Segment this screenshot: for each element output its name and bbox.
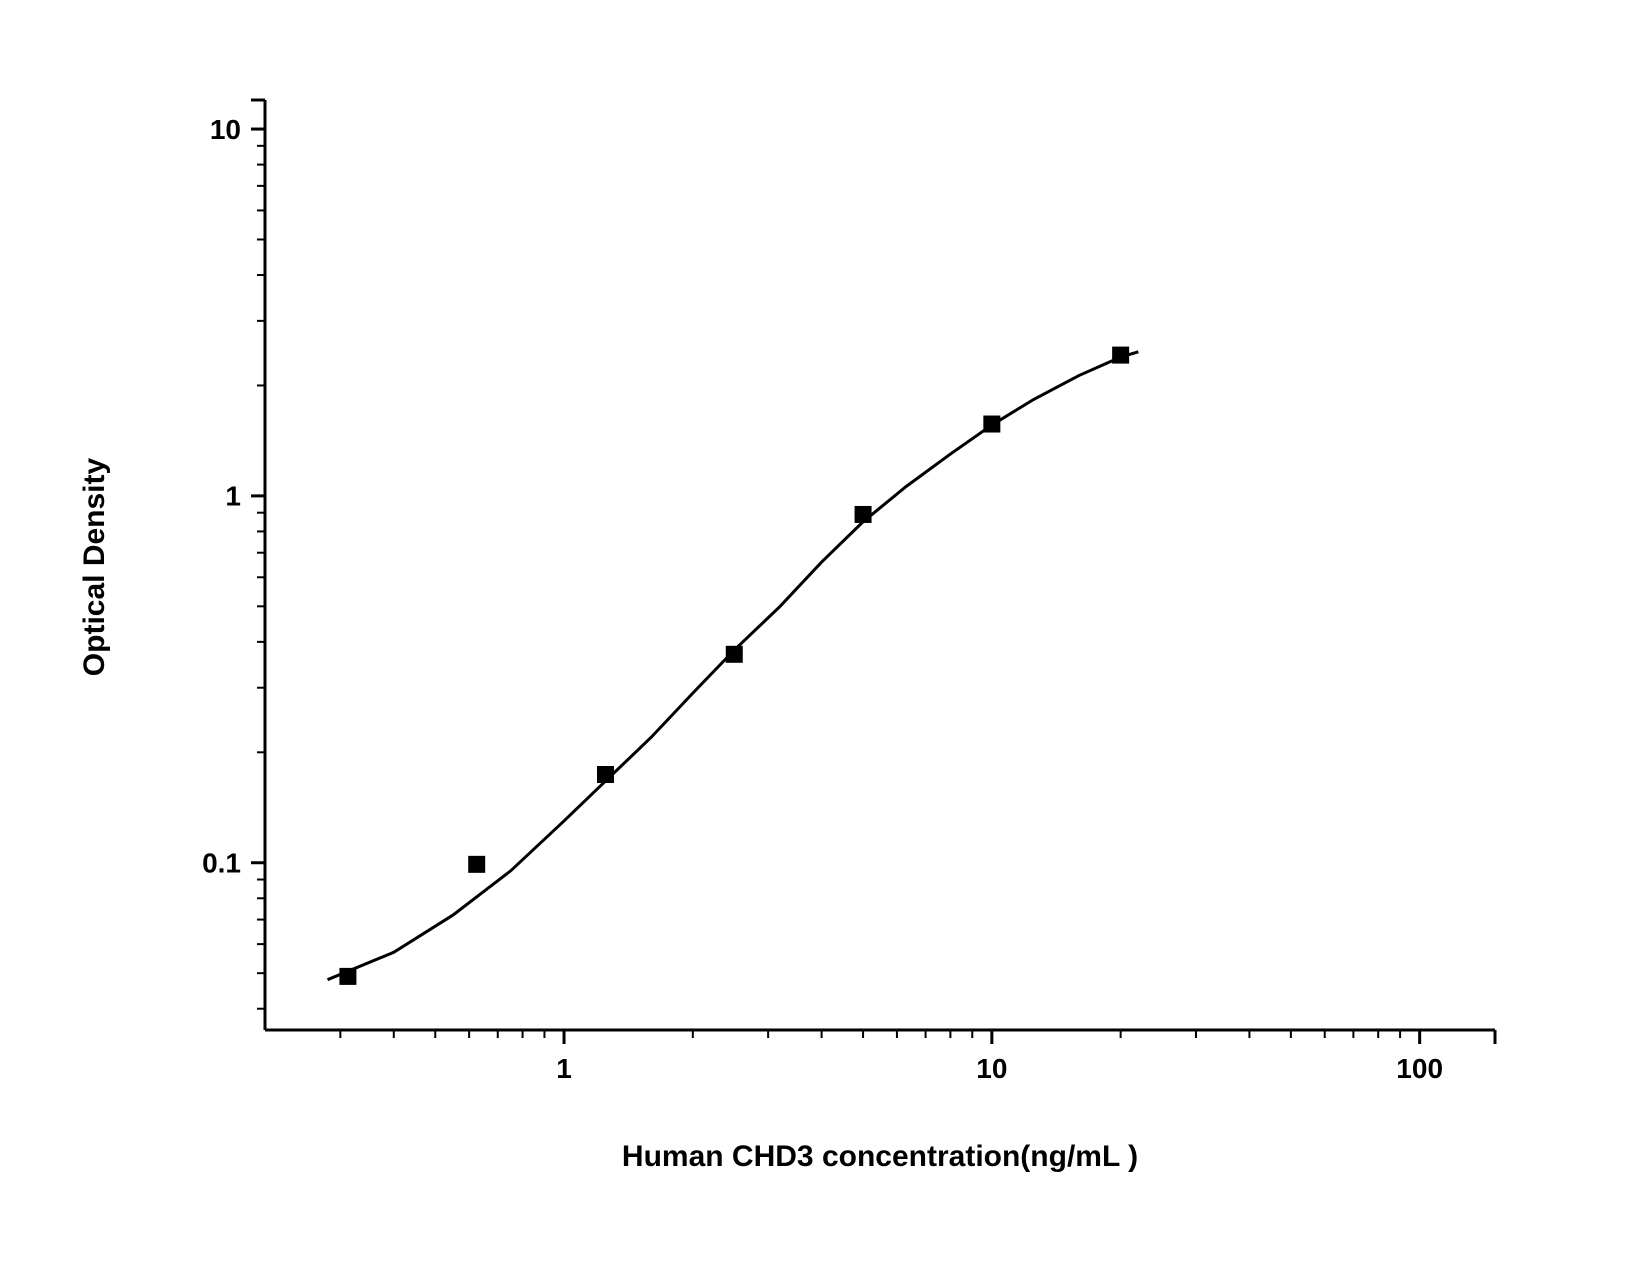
x-tick-label: 1 [556,1053,572,1084]
data-marker [468,856,485,873]
y-tick-label: 1 [225,481,241,512]
data-marker [597,766,614,783]
data-marker [1112,347,1129,364]
y-axis-label: Optical Density [78,367,112,767]
data-marker [726,646,743,663]
data-marker [339,968,356,985]
x-tick-label: 100 [1396,1053,1443,1084]
data-marker [855,506,872,523]
chart-container: 1 10 100 0.1 1 10 Optical Density Human CHD3 … [0,0,1650,1275]
y-tick-label: 0.1 [202,848,241,879]
data-marker [983,416,1000,433]
chart-svg: 1 10 100 0.1 1 10 [0,0,1650,1275]
fitted-curve [328,352,1139,980]
y-tick-label: 10 [210,114,241,145]
x-axis-label: Human CHD3 concentration(ng/mL ) [530,1140,1230,1174]
x-tick-label: 10 [976,1053,1007,1084]
